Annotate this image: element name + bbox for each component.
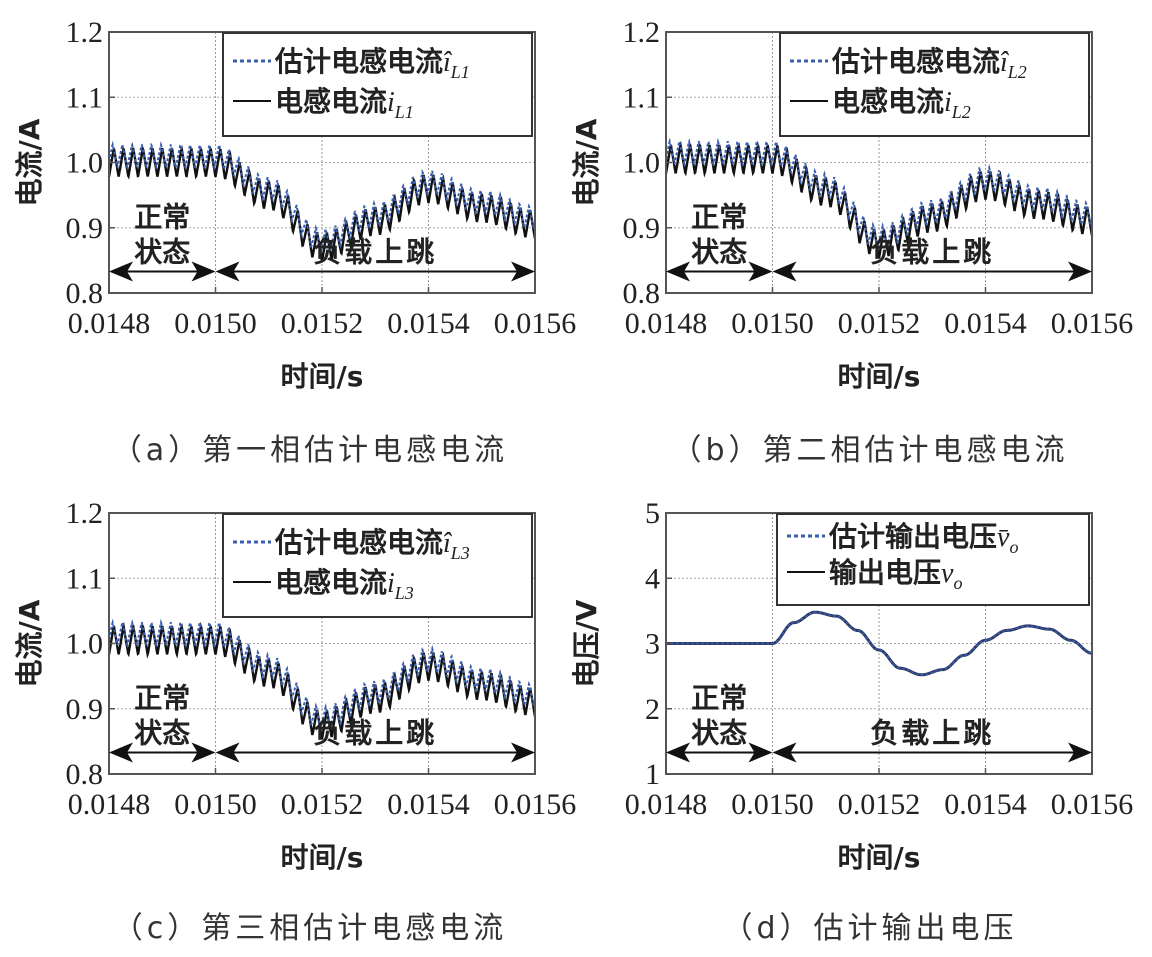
series-estimated-current xyxy=(108,140,536,256)
legend-label: 估计电感电流îL1 xyxy=(274,45,470,82)
tick-labels: 0.0148 0.0150 0.0152 0.0154 0.0156 0.8 0.9 1.0 1… xyxy=(66,16,577,340)
y-tick-label: 3 xyxy=(645,628,660,661)
y-tick-label: 0.9 xyxy=(623,212,661,245)
y-tick-label: 1.1 xyxy=(66,562,104,595)
x-tick-label: 0.0150 xyxy=(174,307,257,340)
y-tick-label: 1.0 xyxy=(623,147,661,180)
x-tick-label: 0.0150 xyxy=(731,788,814,821)
normal-state-label: 正常 xyxy=(134,200,190,233)
y-tick-label: 0.8 xyxy=(623,277,661,310)
x-tick-label: 0.0148 xyxy=(68,307,151,340)
y-tick-label: 1.0 xyxy=(66,628,104,661)
legend-label: 估计电感电流îL2 xyxy=(831,45,1027,82)
y-axis-label: 电流/A xyxy=(570,118,603,206)
x-tick-label: 0.0156 xyxy=(1051,307,1134,340)
y-tick-label: 0.9 xyxy=(66,212,104,245)
y-axis-label: 电压/V xyxy=(570,599,603,687)
x-tick-label: 0.0152 xyxy=(838,307,921,340)
chart-panel-c: 0.0148 0.0150 0.0152 0.0154 0.0156 0.8 0.9 1.0 1… xyxy=(0,0,576,952)
legend-label: 估计电感电流îL3 xyxy=(274,526,470,563)
y-tick-label: 5 xyxy=(645,497,660,530)
normal-state-label: 状态 xyxy=(691,235,747,268)
y-tick-label: 2 xyxy=(645,693,660,726)
x-tick-label: 0.0156 xyxy=(494,307,576,340)
x-tick-label: 0.0148 xyxy=(625,307,708,340)
normal-state-label: 正常 xyxy=(691,681,747,714)
x-axis-label: 时间/s xyxy=(281,841,364,874)
x-tick-label: 0.0148 xyxy=(68,788,151,821)
x-axis-label: 时间/s xyxy=(281,360,364,393)
x-tick-label: 0.0154 xyxy=(387,307,470,340)
x-tick-label: 0.0152 xyxy=(281,788,364,821)
series-estimated-current xyxy=(665,137,1093,253)
caption-d: （d）估计输出电压 xyxy=(722,911,1018,946)
legend-label: 电感电流iL2 xyxy=(832,85,971,122)
chart-panel-b: 0.0148 0.0150 0.0152 0.0154 0.0156 0.8 0.9 1.0 1… xyxy=(0,0,1152,476)
x-tick-label: 0.0154 xyxy=(944,788,1027,821)
tick-labels: 0.0148 0.0150 0.0152 0.0154 0.0156 1 2 3 4 5 xyxy=(625,497,1134,821)
x-tick-label: 0.0156 xyxy=(1051,788,1134,821)
normal-state-label: 正常 xyxy=(134,681,190,714)
y-tick-label: 0.8 xyxy=(66,277,104,310)
x-tick-label: 0.0150 xyxy=(731,307,814,340)
y-tick-label: 1.0 xyxy=(66,147,104,180)
normal-state-label: 状态 xyxy=(691,716,747,749)
y-tick-label: 1.1 xyxy=(623,81,661,114)
x-tick-label: 0.0150 xyxy=(174,788,257,821)
load-step-label: 负载上跳 xyxy=(313,716,437,749)
y-tick-label: 1.2 xyxy=(623,16,661,49)
series-estimated-current xyxy=(108,618,536,734)
chart-panel-a: 0.0148 0.0150 0.0152 0.0154 0.0156 0.8 0.9 1.0 1… xyxy=(0,0,576,476)
load-step-label: 负载上跳 xyxy=(870,716,994,749)
plot-area xyxy=(664,137,1094,259)
x-tick-label: 0.0154 xyxy=(944,307,1027,340)
legend-label: 电感电流iL1 xyxy=(275,85,414,122)
tick-labels: 0.0148 0.0150 0.0152 0.0154 0.0156 0.8 0.9 1.0 1… xyxy=(623,16,1134,340)
caption-c: （c）第三相估计电感电流 xyxy=(112,911,508,946)
y-tick-label: 4 xyxy=(645,562,660,595)
load-step-label: 负载上跳 xyxy=(870,235,994,268)
legend-label: 输出电压vo xyxy=(829,556,962,593)
x-tick-label: 0.0156 xyxy=(494,788,576,821)
chart-svg-b: 0.0148 0.0150 0.0152 0.0154 0.0156 0.8 0.9 1.0 1… xyxy=(570,16,1134,393)
y-tick-label: 1.2 xyxy=(66,497,104,530)
chart-svg-a: 0.0148 0.0150 0.0152 0.0154 0.0156 0.8 0.9 1.0 1… xyxy=(13,16,577,393)
y-tick-label: 0.9 xyxy=(66,693,104,726)
y-tick-label: 1 xyxy=(645,758,660,791)
legend-label: 估计输出电压v̄o xyxy=(828,520,1018,557)
normal-state-label: 正常 xyxy=(691,200,747,233)
x-tick-label: 0.0152 xyxy=(281,307,364,340)
x-tick-label: 0.0152 xyxy=(838,788,921,821)
y-axis-label: 电流/A xyxy=(13,118,46,206)
x-axis-label: 时间/s xyxy=(838,841,921,874)
caption-a: （a）第一相估计电感电流 xyxy=(111,433,509,468)
x-tick-label: 0.0154 xyxy=(387,788,470,821)
legend-label: 电感电流iL3 xyxy=(275,566,414,603)
normal-state-label: 状态 xyxy=(134,235,190,268)
plot-area xyxy=(107,618,537,740)
chart-svg-c: 0.0148 0.0150 0.0152 0.0154 0.0156 0.8 0.9 1.0 1… xyxy=(13,497,577,874)
x-tick-label: 0.0148 xyxy=(625,788,708,821)
caption-b: （b）第二相估计电感电流 xyxy=(671,433,1069,468)
y-tick-label: 1.1 xyxy=(66,81,104,114)
normal-state-label: 状态 xyxy=(134,716,190,749)
y-tick-label: 1.2 xyxy=(66,16,104,49)
tick-labels: 0.0148 0.0150 0.0152 0.0154 0.0156 0.8 0.9 1.0 1… xyxy=(66,497,577,821)
y-tick-label: 0.8 xyxy=(66,758,104,791)
x-axis-label: 时间/s xyxy=(838,360,921,393)
load-step-label: 负载上跳 xyxy=(313,235,437,268)
y-axis-label: 电流/A xyxy=(13,599,46,687)
series-estimated-voltage xyxy=(666,611,1093,676)
plot-area xyxy=(666,610,1093,677)
